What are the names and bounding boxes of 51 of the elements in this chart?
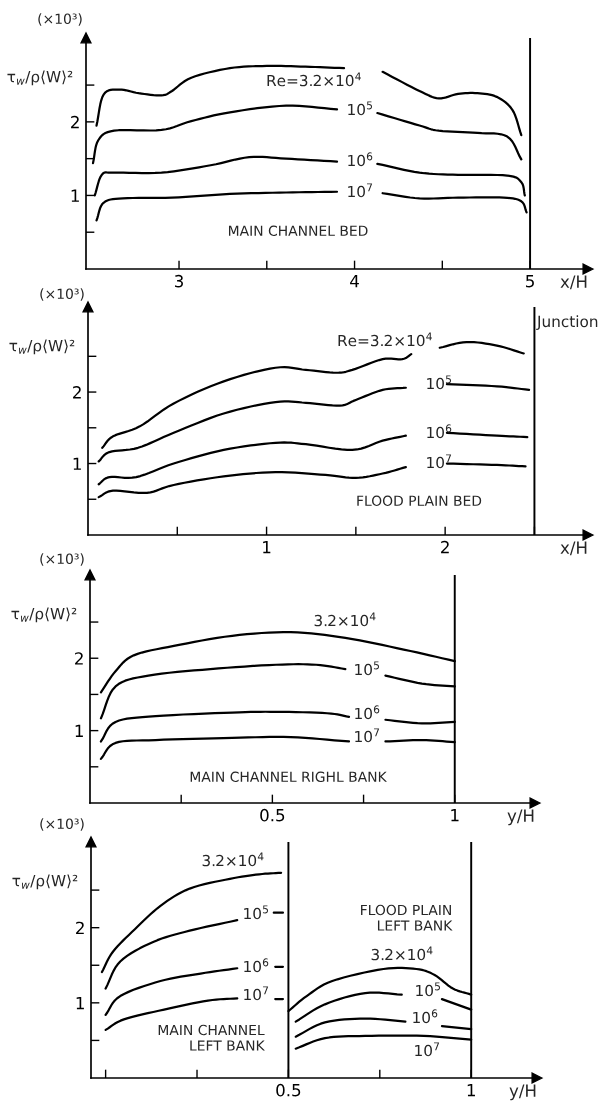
y-axis-title: τ$_{w}$/ρ⟨W⟩² [7,70,73,86]
annotation: 3.2×10$^{4}$ [371,946,433,961]
annotation: Re=3.2×10$^{4}$ [338,332,432,347]
annotation: 10$^{6}$ [348,152,373,167]
y-axis-title: τ$_{w}$/ρ⟨W⟩² [12,874,78,890]
y-tick-label: 2 [75,652,83,665]
text: (×10³) [40,818,84,831]
annotation: 10$^{7}$ [244,986,269,1001]
annotation: 10$^{5}$ [348,101,373,116]
x-tick-label: 0.5 [260,808,285,822]
x-tick-label: 4 [350,275,359,288]
annotation: MAIN CHANNEL BED [228,225,368,237]
y-tick-label: 1 [76,997,84,1010]
annotation: 10$^{7}$ [415,1042,440,1057]
annotation: 10$^{6}$ [355,705,380,720]
x-tick-label: 0.5 [276,1083,301,1097]
annotation: 3.2×10$^{4}$ [314,612,376,627]
y-tick-label: 2 [76,921,84,935]
annotation: 10$^{5}$ [355,661,380,676]
annotation: 10$^{7}$ [427,454,452,469]
text: (×10³) [38,13,82,26]
annotation: 10$^{7}$ [348,183,373,198]
text: (×10³) [40,553,84,566]
annotation: 10$^{6}$ [413,1009,438,1024]
annotation: 10$^{5}$ [427,375,452,390]
annotation: FLOOD PLAIN BED [357,495,482,507]
y-axis-title: τ$_{w}$/ρ⟨W⟩² [9,339,75,355]
annotation: 10$^{6}$ [244,958,269,973]
x-axis-title: x/H [560,275,587,290]
y-tick-label: 2 [73,386,81,399]
annotation: 10$^{6}$ [427,424,452,439]
x-axis-title: y/H [509,1084,536,1101]
y-tick-label: 1 [75,724,83,737]
y-tick-label: 1 [71,189,79,202]
annotation: MAIN CHANNEL RIGHL BANK [190,771,387,783]
x-tick-label: 5 [526,275,534,288]
x-tick-label: 3 [175,274,183,288]
y-tick-label: 2 [71,115,79,129]
annotation: 3.2×10$^{4}$ [202,852,264,867]
annotation: Re=3.2×10$^{4}$ [267,72,361,87]
annotation: MAIN CHANNEL LEFT BANK [158,1024,265,1051]
y-axis-title: τ$_{w}$/ρ⟨W⟩² [11,607,77,623]
y-tick-label: 1 [73,457,81,470]
annotation: 10$^{5}$ [244,905,269,920]
text: (×10³) [40,288,84,301]
annotation: 10$^{5}$ [416,982,441,997]
annotation: 10$^{7}$ [355,728,380,743]
x-axis-title: y/H [507,809,534,826]
annotation: FLOOD PLAIN LEFT BANK [361,904,453,931]
x-axis-title: x/H [560,541,587,556]
ref-line-label: Junction [536,315,598,330]
